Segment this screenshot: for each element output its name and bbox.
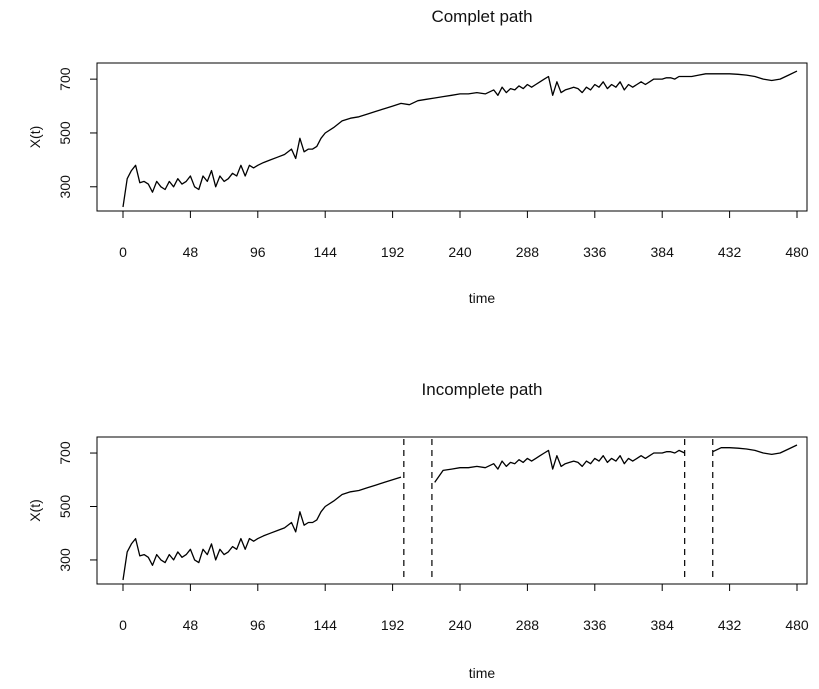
x-tick-label: 48: [183, 617, 199, 633]
x-tick-label: 192: [381, 244, 405, 260]
y-axis-label: X(t): [27, 499, 43, 522]
chart-title: Incomplete path: [422, 380, 543, 399]
x-tick-label: 240: [448, 244, 472, 260]
x-axis-label: time: [469, 665, 496, 681]
x-tick-label: 0: [119, 617, 127, 633]
x-tick-label: 384: [651, 617, 675, 633]
x-tick-label: 144: [314, 617, 338, 633]
incomplete-path-panel: Incomplete path 0 48 96 144 192 240 288 336 384 43…: [27, 380, 809, 681]
x-tick-label: 288: [516, 244, 540, 260]
y-tick-label: 700: [57, 67, 73, 91]
x-tick-label: 384: [651, 244, 675, 260]
x-tick-label: 48: [183, 244, 199, 260]
series-line: [122, 70, 798, 208]
y-axis-label: X(t): [27, 126, 43, 149]
y-tick-label: 500: [57, 121, 73, 145]
x-tick-label: 192: [381, 617, 405, 633]
x-axis-label: time: [469, 290, 496, 306]
complete-path-panel: Complet path 0 48 96 144 192 240 288 336 384 432 48…: [27, 7, 809, 306]
x-tick-label: 288: [516, 617, 540, 633]
x-tick-label: 432: [718, 244, 742, 260]
x-tick-label: 432: [718, 617, 742, 633]
x-tick-label: 96: [250, 244, 266, 260]
x-tick-label: 480: [785, 244, 809, 260]
y-tick-label: 300: [57, 548, 73, 572]
series-line: [122, 444, 798, 581]
plot-frame: [96, 436, 808, 585]
y-tick-label: 700: [57, 441, 73, 465]
y-tick-label: 500: [57, 495, 73, 519]
chart-title: Complet path: [431, 7, 532, 26]
x-tick-label: 480: [785, 617, 809, 633]
plot-frame: [96, 62, 808, 212]
x-tick-label: 0: [119, 244, 127, 260]
x-tick-label: 96: [250, 617, 266, 633]
x-tick-label: 336: [583, 617, 607, 633]
x-tick-label: 336: [583, 244, 607, 260]
y-tick-label: 300: [57, 175, 73, 199]
x-tick-label: 240: [448, 617, 472, 633]
x-tick-label: 144: [314, 244, 338, 260]
